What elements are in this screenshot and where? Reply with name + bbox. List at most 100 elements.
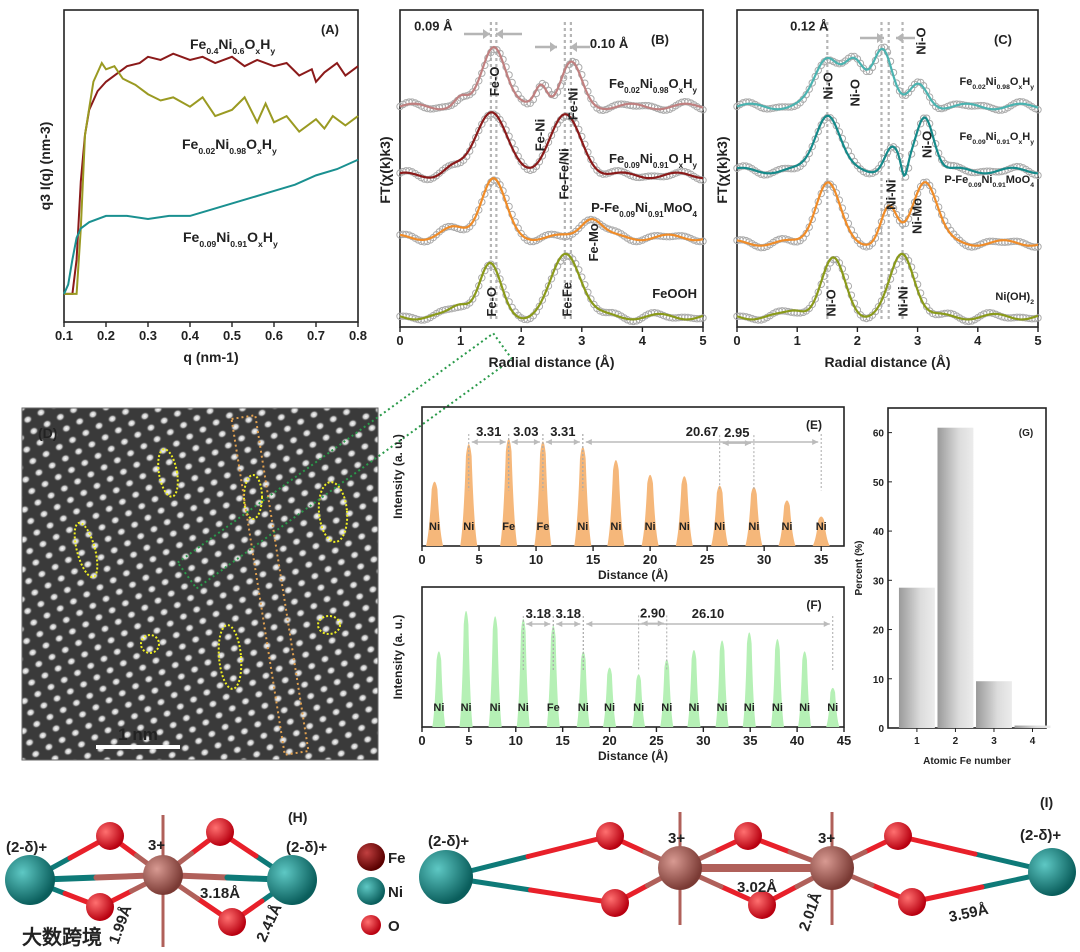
x-tick-label: 40: [790, 733, 804, 748]
x-tick-label: 20: [602, 733, 616, 748]
series-line-3: [63, 158, 359, 295]
atom-label: Ni: [463, 521, 474, 533]
arrowhead: [574, 621, 581, 627]
intensity-peak: [459, 610, 473, 727]
legend-label: Fe0.09Ni0.91OxHy: [183, 229, 278, 249]
atom-label: Ni: [688, 702, 699, 714]
panel-label: (D): [38, 425, 57, 441]
x-tick-label: 0: [396, 333, 403, 348]
series-line-1: [64, 52, 359, 295]
o-atom: [96, 822, 124, 850]
atom-label: Ni: [799, 702, 810, 714]
experimental-data-point: [892, 210, 901, 219]
spacing-label: 3.18: [556, 606, 581, 621]
x-tick-label: 1: [794, 333, 801, 348]
arrowhead: [573, 439, 580, 445]
arrowhead: [544, 621, 551, 627]
x-axis-label: Radial distance (Å): [488, 354, 614, 370]
intensity-peak: [711, 485, 729, 546]
bond-annotation: Ni-O: [847, 79, 862, 106]
arrowhead: [511, 439, 518, 445]
intensity-peak: [425, 481, 444, 546]
spacing-label: 26.10: [692, 606, 725, 621]
x-axis-label: Distance (Å): [598, 567, 668, 582]
y-tick-label: 0: [878, 724, 884, 735]
atom-label: Ni: [577, 521, 588, 533]
x-tick-label: 1: [457, 333, 464, 348]
intensity-peak: [607, 460, 625, 546]
bond-annotation: Fe-Ni: [566, 88, 581, 121]
x-tick-label: 35: [814, 552, 828, 567]
arrowhead: [585, 439, 592, 445]
atom-label: Ni: [610, 521, 621, 533]
highlight-ellipse: [73, 521, 99, 579]
x-tick-label: 4: [1030, 736, 1036, 747]
bond-annotation: Ni-Ni: [896, 286, 911, 316]
y-axis-label: FT(χ(k)k3): [377, 136, 393, 203]
x-tick-label: 0.8: [349, 328, 367, 343]
experimental-data-point: [662, 106, 671, 114]
x-tick-label: 5: [465, 733, 472, 748]
experimental-data-point: [898, 220, 907, 228]
panel-f: Ni Ni Ni Ni Fe Ni Ni Ni Ni Ni Ni Ni Ni Ni Ni 3.18 3.18 26…: [391, 586, 851, 763]
fit-line: [399, 46, 704, 111]
x-tick-label: 0.1: [55, 328, 73, 343]
series-1: [733, 43, 1042, 114]
highlight-ellipse: [217, 624, 243, 690]
atom-label: Ni: [518, 702, 529, 714]
bond-annotation: Ni-O: [820, 72, 835, 99]
y-tick-label: 50: [873, 478, 885, 489]
x-tick-label: 0: [733, 333, 740, 348]
atom-label: Ni: [772, 702, 783, 714]
atom-label: Ni: [490, 702, 501, 714]
experimental-data-point: [877, 297, 886, 305]
bond-annotation: Fe-O: [487, 67, 502, 97]
series-label: P-Fe0.09Ni0.91MoO4: [591, 200, 697, 219]
y-axis-label: Percent (%): [854, 540, 865, 595]
x-axis-label: q (nm-1): [183, 349, 238, 365]
charge-label: (2-δ)+: [428, 833, 469, 850]
bond-annotation: Fe-Mo: [586, 223, 601, 261]
atom-label: Ni: [827, 702, 838, 714]
panel-label: (E): [806, 418, 822, 432]
spacing-label: 3.31: [476, 424, 501, 439]
ni-atom: [267, 855, 317, 905]
intensity-peak: [602, 667, 617, 727]
charts: 0.1 0.2 0.3 0.4 0.5 0.6 0.7 0.8 (A) Fe0.4Ni0.6OxH…: [37, 9, 1051, 767]
bond-annotation: Fe-Ni: [532, 119, 547, 152]
atom-label: Ni: [661, 702, 672, 714]
highlight-ellipse: [243, 474, 263, 520]
atom-label: Ni: [604, 702, 615, 714]
experimental-data-point: [681, 167, 689, 176]
bond-annotation: Ni-Mo: [910, 198, 925, 234]
arrowhead: [483, 29, 490, 39]
charge-label: 3+: [668, 830, 685, 847]
experimental-data-point: [529, 237, 538, 246]
x-tick-label: 25: [700, 552, 714, 567]
distance-label: 3.02Å: [737, 879, 777, 896]
charge-label: 3+: [148, 837, 165, 854]
experimental-data-point: [420, 316, 428, 324]
atom-label: Ni: [748, 521, 759, 533]
x-tick-label: 4: [639, 333, 647, 348]
series-label: Fe0.09Ni0.91OxHy: [609, 151, 698, 170]
arrowhead: [556, 621, 563, 627]
series-2: [733, 113, 1042, 181]
o-atom: [206, 818, 234, 846]
panel-e: Ni Ni Fe Fe Ni Ni Ni Ni Ni Ni Ni Ni 3.31 3.03 3.31 20.6…: [391, 406, 845, 582]
arrowhead: [586, 621, 593, 627]
highlight-ellipse: [317, 481, 349, 543]
experimental-data-point: [696, 175, 704, 184]
experimental-data-point: [913, 78, 922, 86]
plot-frame-b: [399, 9, 704, 328]
intensity-peak: [641, 474, 659, 546]
arrowhead: [722, 440, 729, 447]
experimental-data-point: [862, 67, 871, 76]
intensity-peak: [745, 486, 763, 546]
x-tick-label: 35: [743, 733, 757, 748]
bond-annotation: Ni-O: [914, 27, 929, 54]
series-4: [396, 252, 707, 326]
panel-label: (C): [994, 32, 1012, 47]
experimental-data-point: [1031, 171, 1039, 179]
